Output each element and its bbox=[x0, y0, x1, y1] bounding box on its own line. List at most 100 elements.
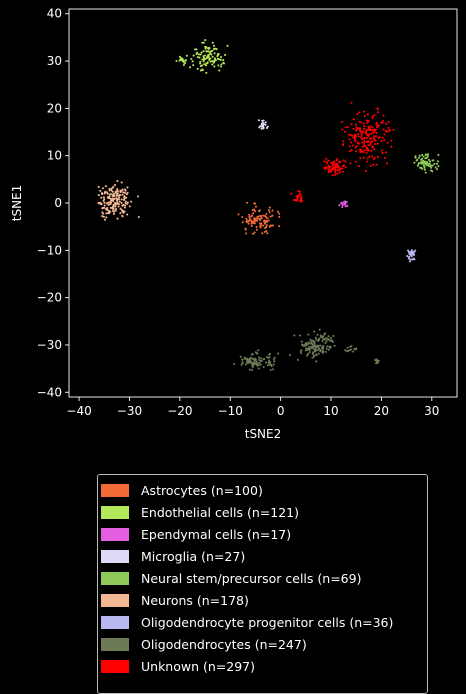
data-point bbox=[251, 363, 254, 366]
data-point bbox=[105, 216, 108, 219]
data-point bbox=[374, 128, 377, 131]
data-point bbox=[333, 344, 336, 347]
data-point bbox=[110, 187, 113, 190]
data-point bbox=[340, 201, 343, 205]
data-point bbox=[266, 125, 269, 128]
data-point bbox=[103, 201, 106, 204]
data-point bbox=[211, 63, 214, 66]
data-point bbox=[319, 348, 322, 352]
data-point bbox=[269, 215, 272, 218]
data-point bbox=[365, 119, 368, 122]
data-point bbox=[118, 196, 121, 199]
data-point bbox=[262, 224, 265, 227]
data-point bbox=[114, 209, 117, 212]
data-point bbox=[101, 207, 104, 210]
data-point bbox=[318, 347, 321, 350]
data-point bbox=[371, 126, 374, 129]
data-point bbox=[339, 167, 342, 170]
data-point bbox=[383, 156, 386, 159]
legend-item: Microglia (n=27) bbox=[101, 545, 427, 567]
data-point bbox=[372, 135, 376, 138]
data-point bbox=[381, 136, 384, 139]
data-point bbox=[384, 151, 387, 154]
data-point bbox=[381, 152, 384, 155]
data-point bbox=[299, 199, 302, 203]
x-tick-label: −10 bbox=[218, 404, 243, 418]
data-point bbox=[248, 213, 251, 216]
data-point bbox=[278, 212, 281, 215]
data-point bbox=[306, 352, 310, 355]
legend-item: Endothelial cells (n=121) bbox=[101, 501, 427, 523]
data-point bbox=[106, 208, 109, 212]
scatter-points bbox=[97, 39, 440, 372]
data-point bbox=[199, 53, 202, 56]
data-point bbox=[373, 114, 376, 117]
data-point bbox=[213, 52, 216, 55]
data-point bbox=[342, 143, 345, 147]
data-point bbox=[122, 191, 125, 194]
data-point bbox=[114, 207, 117, 211]
data-point bbox=[264, 222, 267, 225]
data-point bbox=[298, 193, 302, 196]
data-point bbox=[376, 111, 379, 114]
data-point bbox=[262, 122, 265, 126]
data-point bbox=[323, 333, 326, 336]
data-point bbox=[247, 220, 250, 223]
data-point bbox=[202, 60, 205, 63]
axis-ticks: −40 −30 −20 −10 0 10 20 30 −40 −30 −20 −10 0 10 20 30 40 bbox=[37, 7, 440, 418]
data-point bbox=[365, 137, 368, 140]
data-point bbox=[262, 365, 265, 368]
data-point bbox=[335, 159, 338, 162]
data-point bbox=[362, 156, 365, 159]
data-point bbox=[278, 225, 281, 228]
data-point bbox=[178, 55, 182, 58]
data-point bbox=[374, 143, 377, 146]
data-point bbox=[102, 196, 105, 199]
data-point bbox=[204, 64, 207, 67]
data-point bbox=[408, 260, 411, 263]
data-point bbox=[255, 360, 258, 363]
x-tick-label: 20 bbox=[374, 404, 389, 418]
data-point bbox=[312, 355, 315, 358]
data-point bbox=[416, 158, 419, 161]
data-point bbox=[256, 364, 259, 367]
data-point bbox=[435, 168, 439, 171]
data-point bbox=[322, 344, 325, 347]
data-point bbox=[321, 340, 324, 343]
data-point bbox=[422, 155, 425, 158]
data-point bbox=[292, 199, 295, 202]
data-point bbox=[346, 346, 349, 349]
data-point bbox=[346, 204, 349, 207]
data-point bbox=[208, 58, 211, 61]
data-point bbox=[356, 141, 359, 144]
data-point bbox=[358, 120, 361, 123]
data-point bbox=[113, 194, 116, 197]
data-point bbox=[310, 341, 313, 344]
data-point bbox=[336, 172, 339, 175]
data-point bbox=[376, 155, 380, 158]
data-point bbox=[266, 232, 269, 235]
data-point bbox=[410, 255, 413, 258]
data-point bbox=[345, 201, 348, 204]
data-point bbox=[307, 333, 310, 336]
data-point bbox=[350, 123, 353, 126]
data-point bbox=[435, 162, 439, 165]
data-point bbox=[268, 206, 271, 209]
data-point bbox=[342, 140, 345, 143]
data-point bbox=[348, 145, 351, 148]
data-point bbox=[277, 352, 280, 355]
data-point bbox=[254, 363, 257, 366]
legend-item: Unknown (n=297) bbox=[101, 655, 427, 677]
x-tick-label: −20 bbox=[167, 404, 192, 418]
data-point bbox=[245, 217, 248, 220]
data-point bbox=[355, 126, 358, 129]
data-point bbox=[124, 204, 127, 207]
data-point bbox=[257, 356, 261, 359]
data-point bbox=[245, 361, 249, 364]
data-point bbox=[241, 221, 244, 224]
data-point bbox=[333, 166, 336, 169]
data-point bbox=[124, 188, 127, 191]
data-point bbox=[126, 202, 129, 205]
data-point bbox=[272, 358, 275, 361]
legend-item: Neurons (n=178) bbox=[101, 589, 427, 611]
